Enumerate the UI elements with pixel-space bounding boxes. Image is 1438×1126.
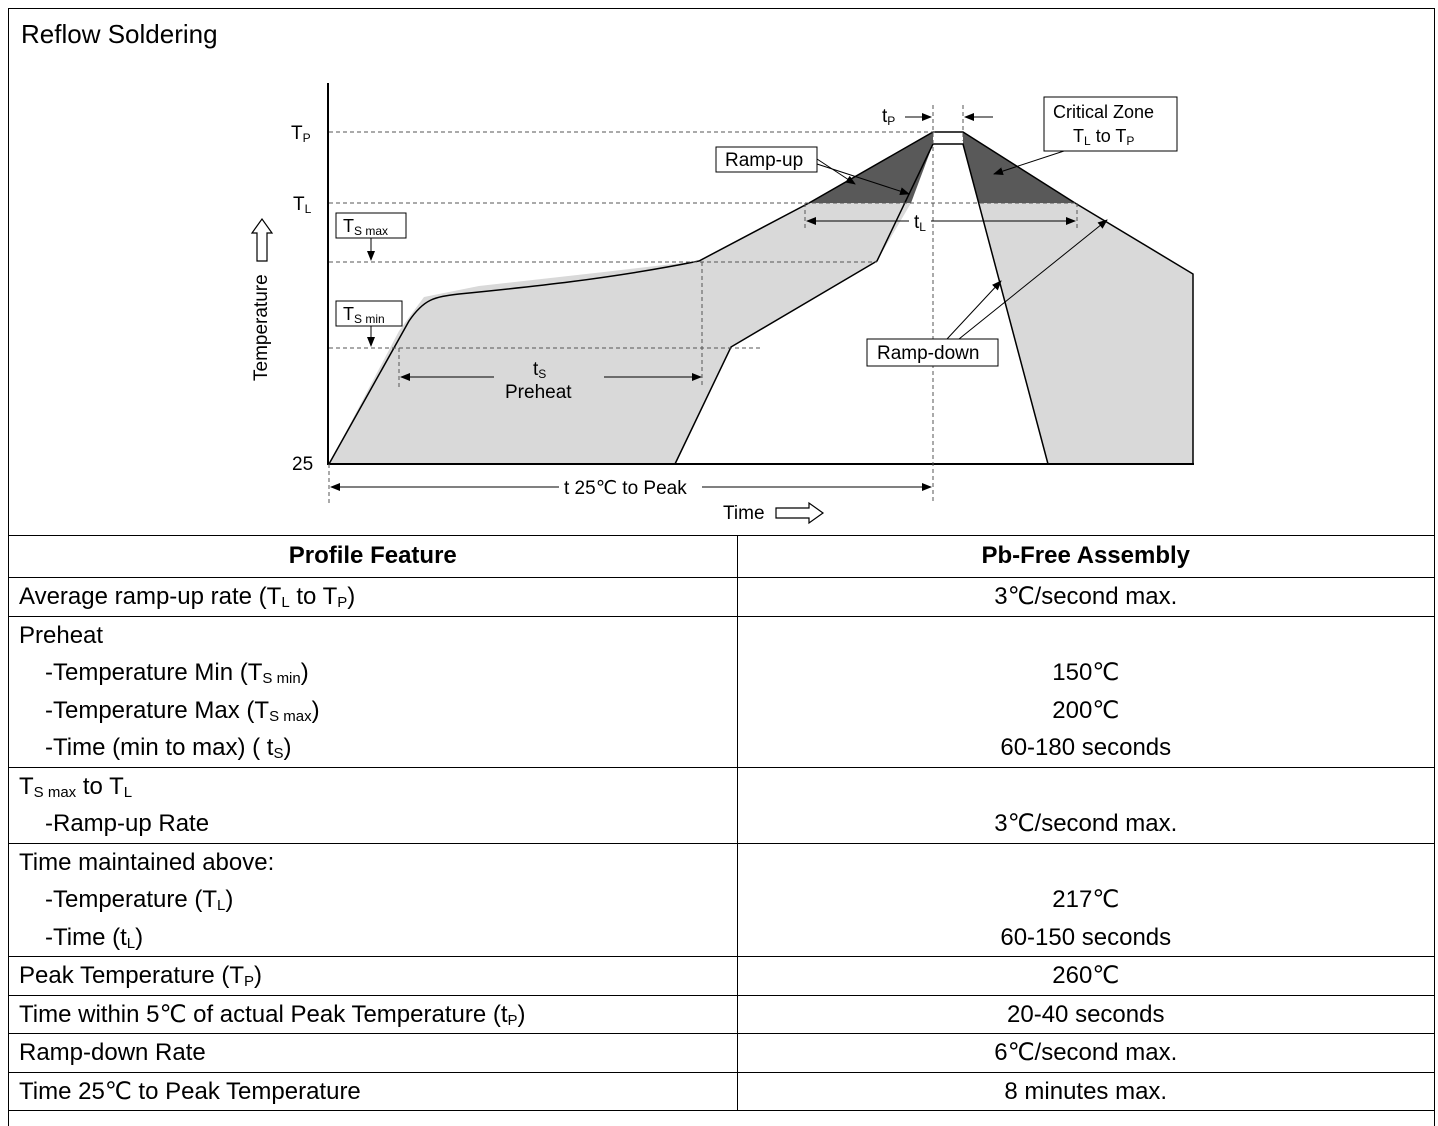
ts-min-label: TS min [343,304,385,326]
value-ts-max-to-tl: 3℃/second max. [736,766,1434,844]
preheat-shade-region [329,203,911,464]
critical-zone-line2: TL to TP [1073,126,1134,148]
ts-max-box [335,212,407,239]
table-row: Time maintained above: -Temperature (TL)… [9,842,1434,957]
header-pb-free-assembly: Pb-Free Assembly [736,535,1434,578]
feature-ramp-down-rate: Ramp-down Rate [9,1033,738,1073]
tick-label-tl: TL [293,194,312,216]
feature-time-above: Time maintained above: -Temperature (TL)… [9,842,738,957]
tl-span-label: tL [914,212,926,234]
table-header-row: Profile Feature Pb-Free Assembly [9,535,1434,578]
header-profile-feature: Profile Feature [9,535,738,578]
ramp-down-label: Ramp-down [877,343,979,364]
t25-span-label: t 25℃ to Peak [564,478,687,499]
value-avg-ramp-up: 3℃/second max. [736,577,1434,617]
chart-title: Reflow Soldering [21,19,218,49]
ts-span-label: tS [533,359,546,381]
critical-zone-pointer [993,150,1065,175]
table-row: Peak Temperature (TP) 260℃ [9,956,1434,996]
critical-zone-line1: Critical Zone [1053,102,1154,122]
value-preheat: 150℃ 200℃ 60-180 seconds [736,615,1434,768]
table-row: Time 25℃ to Peak Temperature 8 minutes m… [9,1071,1434,1111]
reflow-profile-diagram: TP TL 25 Temperature TS max TS min tS Pr… [250,83,1194,525]
right-arrow-icon [775,501,825,525]
ramp-up-box [715,146,818,173]
tick-label-25: 25 [292,454,313,475]
tp-span-label: tP [882,106,895,128]
reflow-chart-area: Reflow Soldering [9,9,1434,536]
table-row: Time within 5℃ of actual Peak Temperatur… [9,994,1434,1034]
outer-profile-curve [328,131,1194,465]
up-arrow-icon [250,217,274,262]
table-row: Ramp-down Rate 6℃/second max. [9,1033,1434,1073]
tick-label-tp: TP [291,123,311,145]
reflow-spec-frame: Reflow Soldering [8,8,1435,1126]
feature-avg-ramp-up: Average ramp-up rate (TL to TP) [9,577,738,617]
feature-time-25-to-peak: Time 25℃ to Peak Temperature [9,1071,738,1111]
ramp-down-pointer-1 [946,280,1002,340]
feature-peak-temperature: Peak Temperature (TP) [9,956,738,996]
reflow-spec-table: Profile Feature Pb-Free Assembly Average… [9,535,1434,1111]
ts-min-box [335,300,403,327]
table-row: Average ramp-up rate (TL to TP) 3℃/secon… [9,577,1434,617]
ramp-down-pointer-2 [958,219,1108,340]
x-axis-label: Time [723,503,765,524]
feature-preheat: Preheat -Temperature Min (TS min) -Tempe… [9,615,738,768]
critical-zone-box [1043,96,1178,152]
feature-ts-max-to-tl: TS max to TL -Ramp-up Rate [9,766,738,844]
value-ramp-down-rate: 6℃/second max. [736,1033,1434,1073]
table-row: Preheat -Temperature Min (TS min) -Tempe… [9,615,1434,768]
preheat-label: Preheat [505,382,572,403]
ts-max-label: TS max [343,216,388,238]
ramp-up-label: Ramp-up [725,150,803,171]
value-time-above: 217℃ 60-150 seconds [736,842,1434,957]
ramp-up-pointer-1 [816,158,856,185]
value-time-25-to-peak: 8 minutes max. [736,1071,1434,1111]
feature-time-within-peak: Time within 5℃ of actual Peak Temperatur… [9,994,738,1034]
reference-dashed-lines [328,105,1078,504]
table-row: TS max to TL -Ramp-up Rate 3℃/second max… [9,766,1434,844]
cooling-shade-region [979,203,1193,464]
value-peak-temperature: 260℃ [736,956,1434,996]
ramp-down-box [866,338,999,367]
ramp-up-pointer-2 [816,163,910,196]
y-axis-label: Temperature [251,274,272,381]
value-time-within-peak: 20-40 seconds [736,994,1434,1034]
